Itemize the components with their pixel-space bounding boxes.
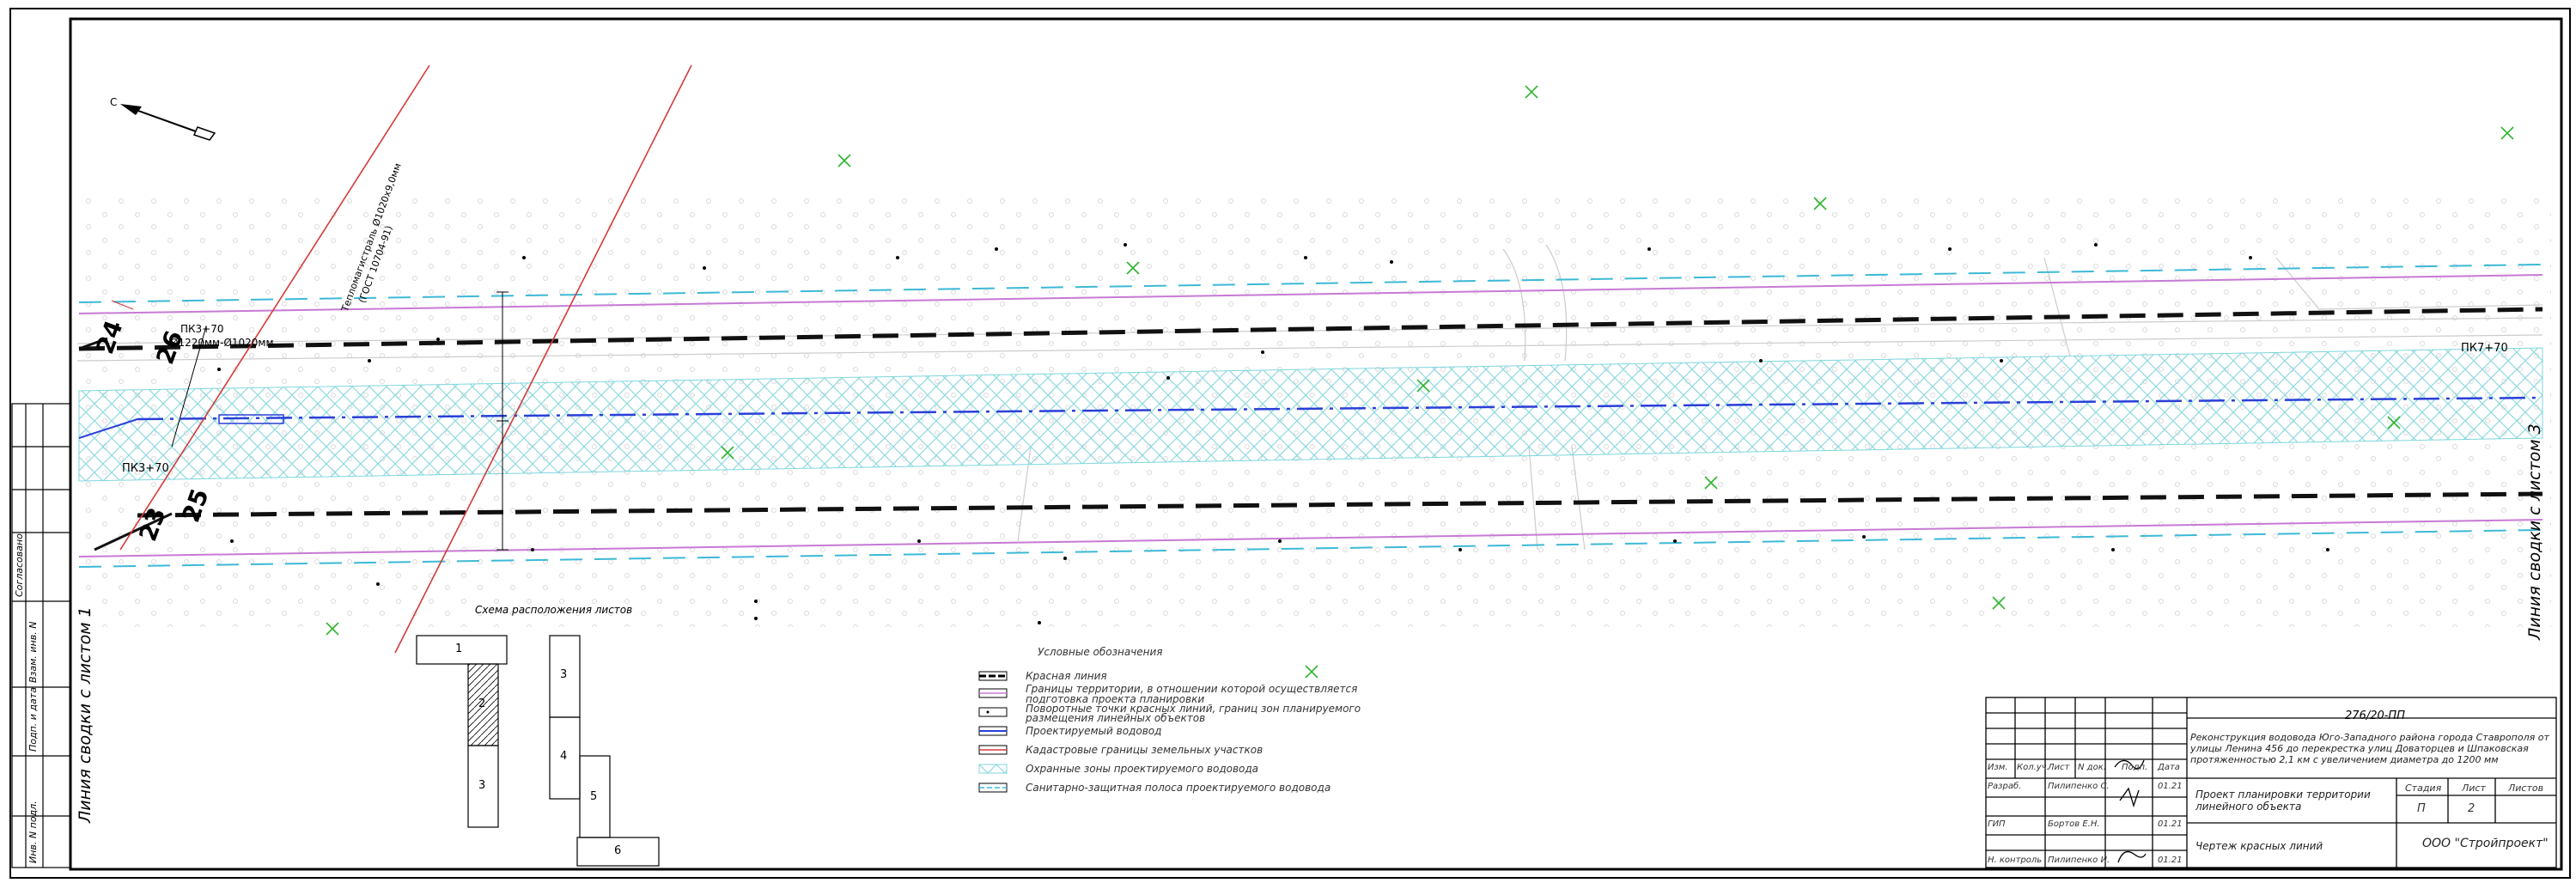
doc-code: 276/20-ПП xyxy=(2345,709,2405,722)
sheet-scheme-graphic xyxy=(416,635,660,867)
pipe-diameter-label: Ø1220мм-Ø1020мм xyxy=(170,337,274,349)
cadastral-line-2 xyxy=(394,64,692,654)
col-izm: Изм. xyxy=(1988,763,2008,772)
pk-top-label: ПК3+70 xyxy=(180,323,224,335)
protection-zone xyxy=(78,347,2543,482)
row-developer-role: Разраб. xyxy=(1988,782,2022,791)
north-label: С xyxy=(110,96,118,108)
scheme-sheet-5: 5 xyxy=(590,790,598,803)
row-control-role: Н. контроль xyxy=(1988,856,2043,865)
geodetic-markers xyxy=(326,85,2514,679)
pk-end-label: ПК7+70 xyxy=(2461,342,2508,355)
legend-item-sanitary: Санитарно-защитная полоса проектируемого… xyxy=(1026,782,1331,794)
left-stamp-grid xyxy=(11,403,71,868)
sheet-header: Лист xyxy=(2462,783,2486,794)
scheme-sheet-2: 2 xyxy=(478,697,486,710)
col-podp: Подп. xyxy=(2122,763,2148,772)
match-line-right: Линия сводки с листом 3 xyxy=(2525,423,2544,640)
object-name: Проект планировки территории линейного о… xyxy=(2195,789,2371,813)
red-line-bottom xyxy=(137,491,2543,518)
pk-start-label: ПК3+70 xyxy=(122,462,169,475)
sheet-scheme-title: Схема расположения листов xyxy=(475,604,633,616)
scheme-sheet-1: 1 xyxy=(455,642,463,655)
stage-header: Стадия xyxy=(2405,783,2442,794)
row-control-name: Пилипенко И. xyxy=(2048,856,2110,865)
title-block-grid xyxy=(1985,697,2557,868)
legend-item-protection-zone: Охранные зоны проектируемого водовода xyxy=(1026,763,1259,775)
stamp-label-inventory: Инв. N подл. xyxy=(27,801,39,863)
water-main xyxy=(137,396,2543,421)
legend-item-water-main: Проектируемый водовод xyxy=(1026,725,1162,737)
scheme-sheet-4: 4 xyxy=(560,750,568,763)
stamp-label-replaced: Взам. инв. N xyxy=(27,621,39,683)
row-control-date: 01.21 xyxy=(2158,856,2183,865)
legend-item-red-line: Красная линия xyxy=(1026,670,1107,682)
row-gip-role: ГИП xyxy=(1988,819,2006,829)
north-arrow-icon xyxy=(120,104,216,141)
scheme-sheet-6: 6 xyxy=(614,844,622,857)
legend-item-turn-points: Поворотные точки красных линий, границ з… xyxy=(1026,703,1361,724)
territory-boundary-top xyxy=(78,274,2543,314)
col-date: Дата xyxy=(2158,763,2180,772)
stage-value: П xyxy=(2417,802,2426,815)
outer-frame xyxy=(9,8,2571,879)
legend-item-territory: Границы территории, в отношении которой … xyxy=(1026,683,1358,705)
project-title: Реконструкция водовода Юго-Западного рай… xyxy=(2190,732,2549,765)
cadastral-line-1 xyxy=(119,64,430,551)
drawing-name: Чертеж красных линий xyxy=(2195,840,2323,852)
legend-title: Условные обозначения xyxy=(1038,646,1163,658)
col-kol-uch: Кол.уч. xyxy=(2017,763,2049,772)
col-n-dok: N док. xyxy=(2078,763,2106,772)
row-gip-date: 01.21 xyxy=(2158,819,2183,829)
sheet-value: 2 xyxy=(2468,802,2476,815)
sheets-header: Листов xyxy=(2508,783,2544,794)
company-name: ООО "Стройпроект" xyxy=(2422,837,2549,850)
territory-boundary-bottom xyxy=(78,519,2543,557)
scheme-sheet-3b: 3 xyxy=(560,668,568,681)
row-developer-name: Пилипенко С. xyxy=(2048,782,2110,791)
legend-symbols xyxy=(978,671,1008,793)
col-list: Лист xyxy=(2048,763,2070,772)
row-gip-name: Бортов Е.Н. xyxy=(2048,819,2100,829)
red-line-top xyxy=(78,307,2543,351)
legend-item-cadastral: Кадастровые границы земельных участков xyxy=(1026,744,1264,756)
match-line-left: Линия сводки с листом 1 xyxy=(76,606,94,823)
row-developer-date: 01.21 xyxy=(2158,782,2183,791)
stamp-label-sign-date: Подп. и дата xyxy=(27,687,39,752)
stamp-label-agreed: Согласовано xyxy=(14,533,25,597)
scheme-sheet-3: 3 xyxy=(478,779,486,792)
